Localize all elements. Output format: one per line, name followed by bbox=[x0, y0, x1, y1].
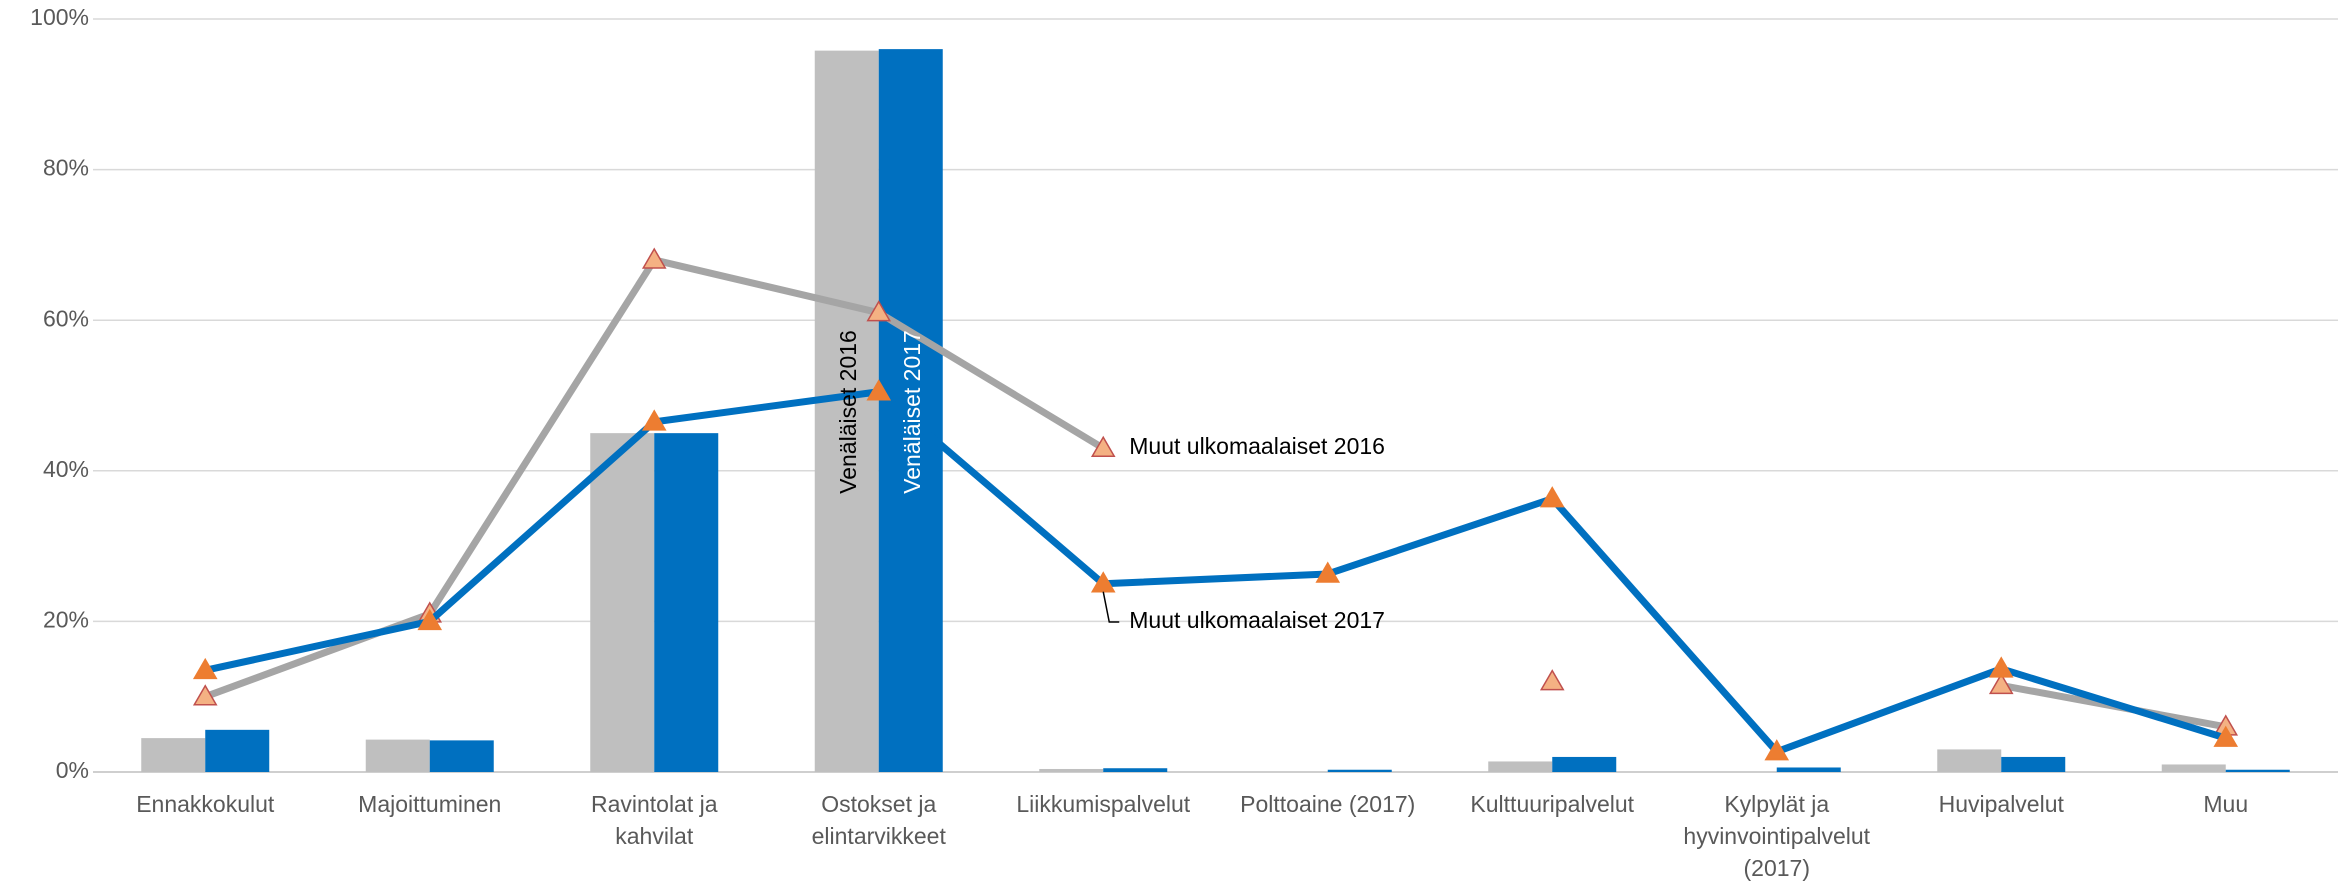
y-tick-label: 60% bbox=[43, 305, 89, 331]
bar bbox=[1937, 749, 2002, 772]
bar bbox=[1552, 756, 1617, 772]
bar bbox=[1103, 768, 1168, 772]
marker bbox=[866, 379, 892, 401]
marker bbox=[417, 608, 443, 631]
bar bbox=[2161, 764, 2226, 772]
bar bbox=[365, 739, 430, 772]
x-tick-label: Majoittuminen bbox=[358, 791, 501, 817]
bar bbox=[1488, 761, 1553, 772]
marker bbox=[1090, 435, 1116, 457]
x-tick-label: Liikkumispalvelut bbox=[1016, 791, 1190, 817]
bar bbox=[878, 49, 943, 773]
bar bbox=[1039, 768, 1104, 772]
marker bbox=[1539, 669, 1565, 691]
marker bbox=[2213, 725, 2239, 747]
marker bbox=[1315, 561, 1341, 583]
y-tick-label: 80% bbox=[43, 155, 89, 181]
x-tick-label: Ravintolat ja kahvilat bbox=[591, 791, 718, 849]
bar bbox=[590, 433, 655, 772]
marker bbox=[1988, 656, 2014, 678]
bar bbox=[141, 738, 206, 772]
data-label: Venäläiset 2017 bbox=[899, 330, 925, 494]
line bbox=[204, 388, 2227, 756]
y-tick-label: 40% bbox=[43, 456, 89, 482]
marker bbox=[1539, 486, 1565, 508]
bar bbox=[2001, 756, 2066, 772]
marker bbox=[192, 657, 218, 680]
marker bbox=[1764, 739, 1790, 761]
y-tick-label: 20% bbox=[43, 606, 89, 632]
leader-line bbox=[1102, 591, 1120, 623]
marker bbox=[641, 409, 667, 431]
bar bbox=[2225, 769, 2290, 772]
line bbox=[204, 256, 2227, 731]
marker bbox=[1988, 672, 2014, 695]
x-tick-label: Kulttuuripalvelut bbox=[1470, 791, 1634, 817]
x-tick-label: Kylpylät ja hyvinvointipalvelut (2017) bbox=[1683, 791, 1870, 881]
data-label: Muut ulkomaalaiset 2017 bbox=[1129, 607, 1385, 633]
x-tick-label: Polttoaine (2017) bbox=[1240, 791, 1415, 817]
bar bbox=[205, 729, 270, 772]
bar bbox=[1776, 767, 1841, 772]
data-label: Venäläiset 2016 bbox=[835, 330, 861, 494]
marker bbox=[641, 247, 667, 269]
bar bbox=[1327, 769, 1392, 772]
data-label: Muut ulkomaalaiset 2016 bbox=[1129, 433, 1385, 459]
bar bbox=[654, 433, 719, 772]
marker bbox=[866, 300, 892, 322]
bar bbox=[429, 740, 494, 772]
x-tick-label: Ostokset ja elintarvikkeet bbox=[812, 791, 947, 849]
bar bbox=[814, 50, 879, 773]
marker bbox=[192, 684, 218, 706]
y-tick-label: 100% bbox=[30, 4, 89, 30]
y-tick-label: 0% bbox=[56, 757, 89, 783]
x-tick-label: Muu bbox=[2203, 791, 2248, 817]
x-tick-label: Ennakkokulut bbox=[136, 791, 275, 817]
x-tick-label: Huvipalvelut bbox=[1939, 791, 2065, 817]
